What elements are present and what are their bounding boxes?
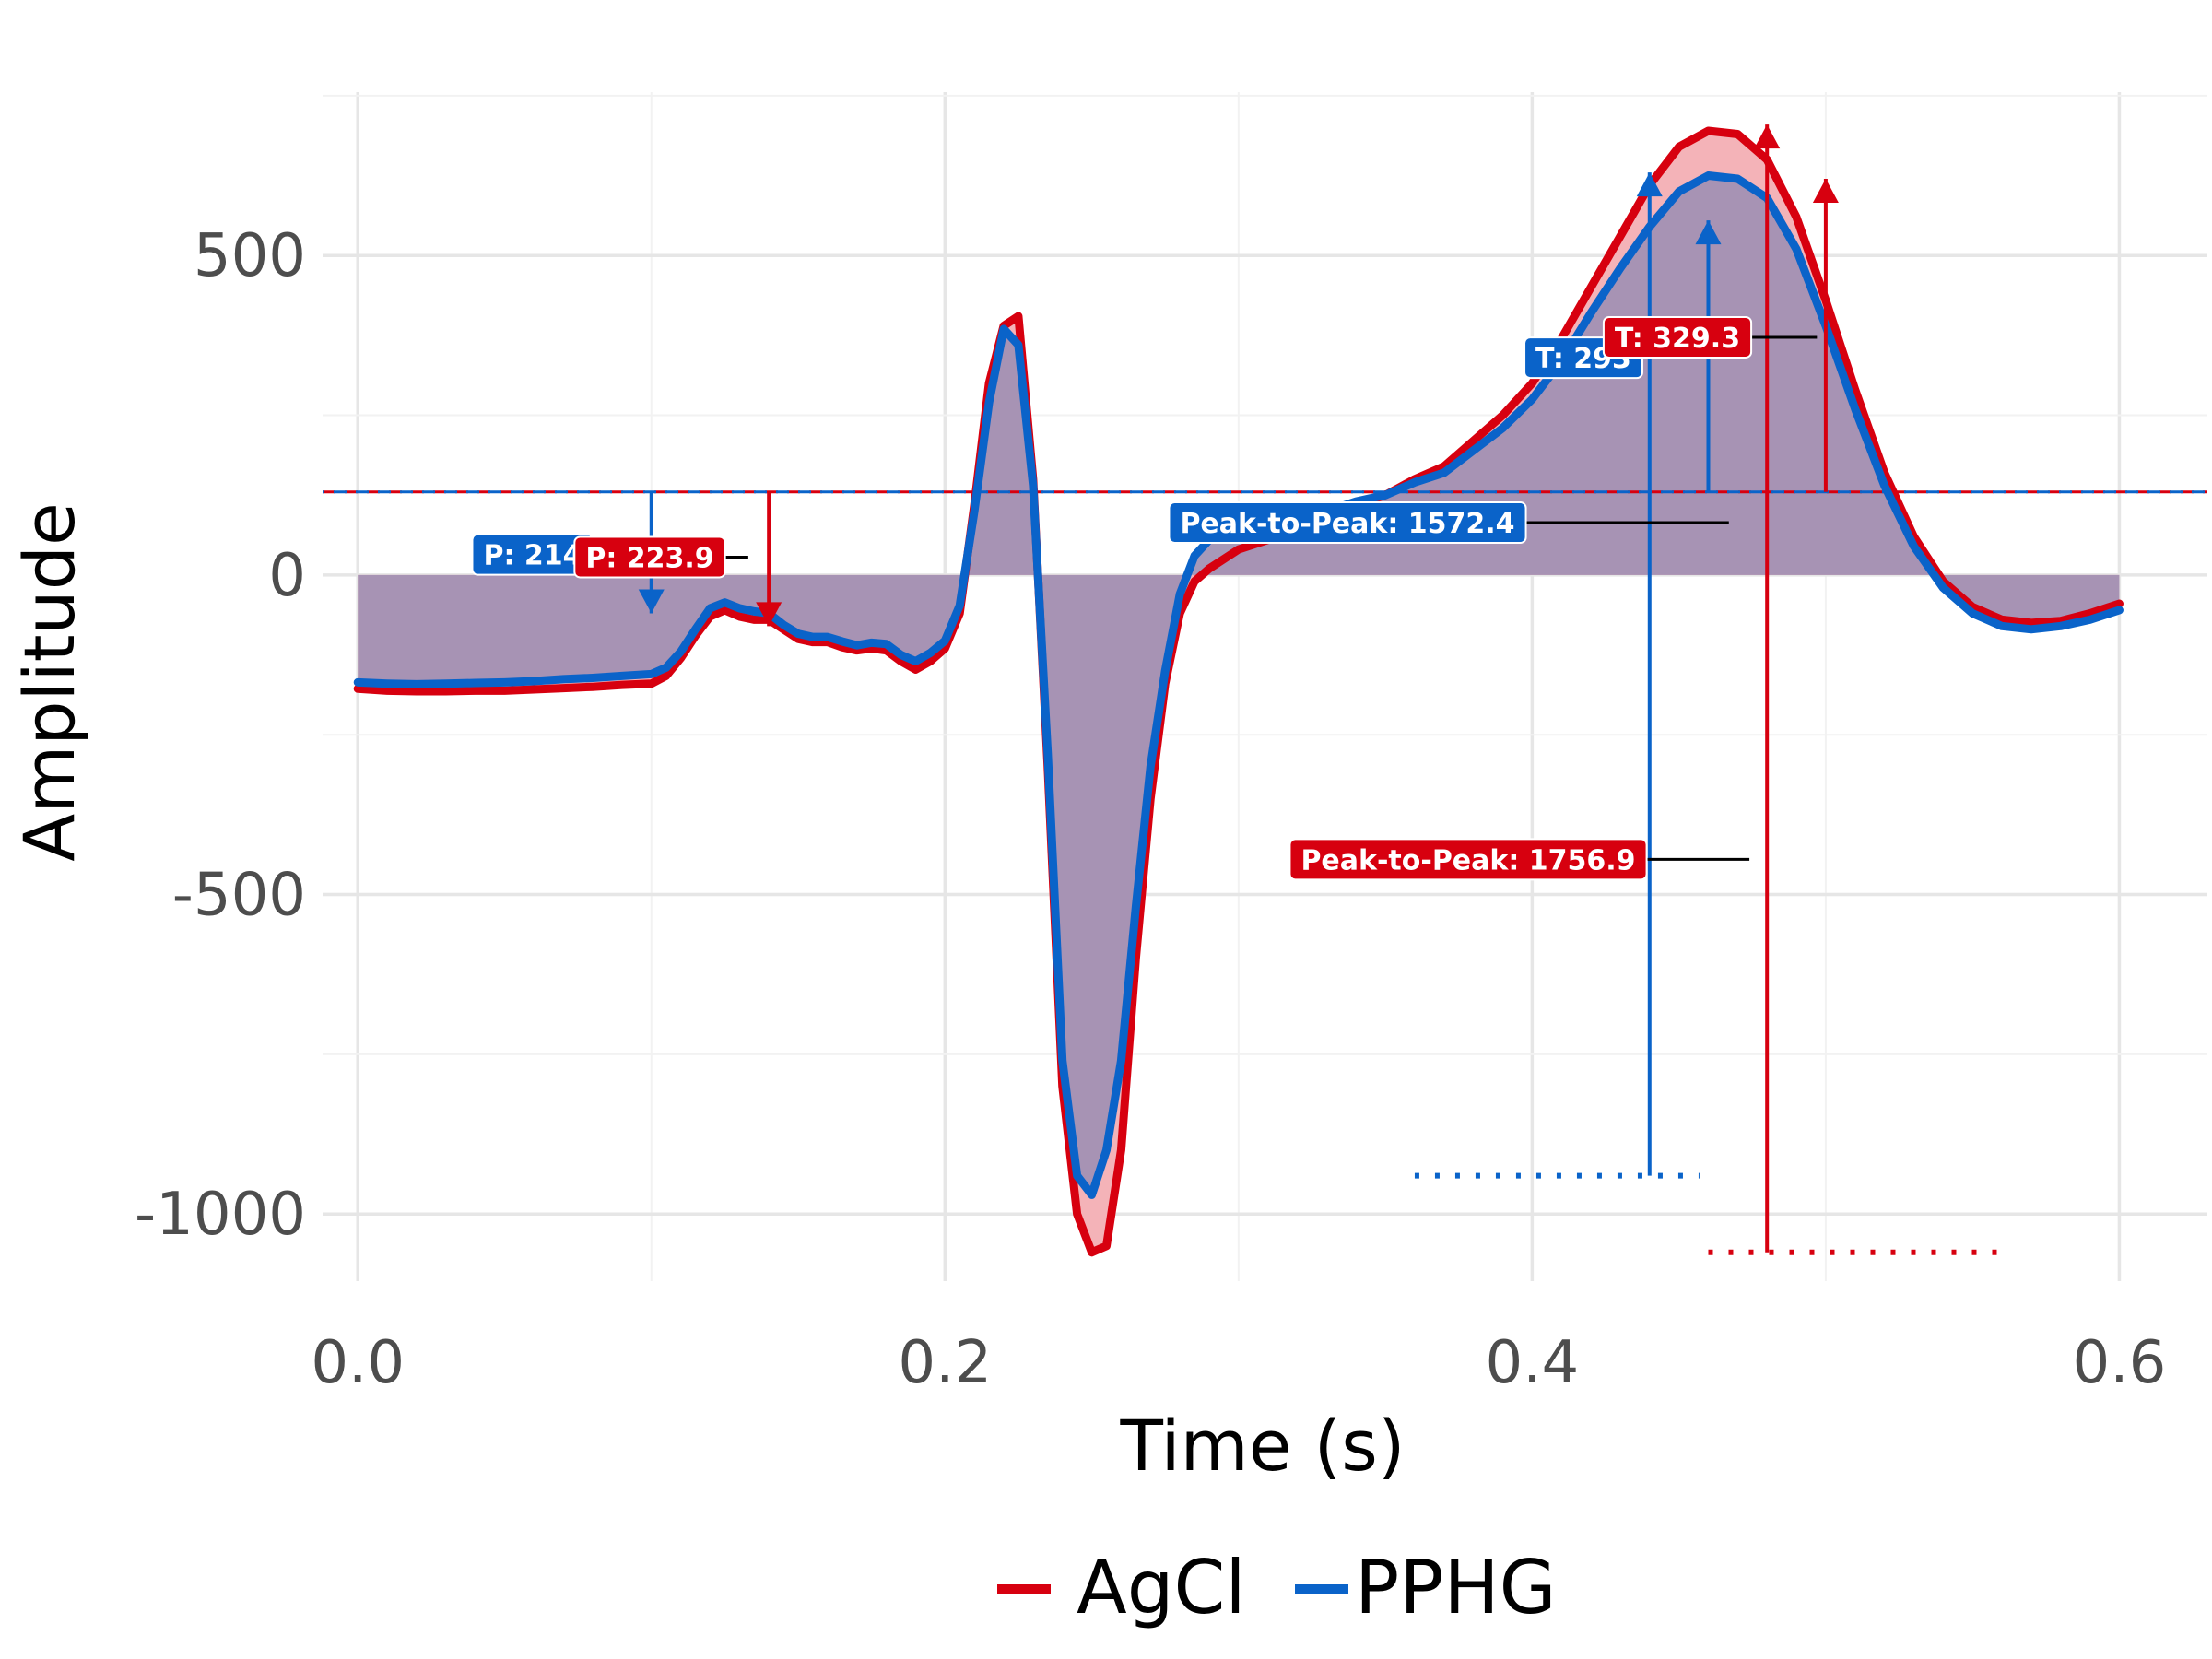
x-tick-label: 0.6	[2073, 1329, 2167, 1397]
annotation-p-agcl-box	[573, 535, 726, 579]
annotation-t-agcl-box	[1602, 315, 1753, 359]
p-arrow-pphg-head	[638, 589, 665, 614]
annotation-p2p-agcl: Peak-to-Peak: 1756.9	[1288, 838, 1648, 881]
annotation-p-pphg: P: 214	[471, 533, 594, 576]
legend-label-agcl: AgCl	[1077, 1545, 1246, 1630]
p2p-arrow-pphg-head	[1636, 172, 1663, 197]
markers	[638, 124, 2003, 1255]
series-lines	[353, 126, 2124, 1257]
t-arrow-agcl-head	[1812, 179, 1839, 203]
annotation-p2p-pphg-text: Peak-to-Peak: 1572.4	[1180, 508, 1514, 540]
area-pphg	[358, 175, 2120, 1195]
annotation-p2p-pphg: Peak-to-Peak: 1572.4	[1168, 501, 1527, 545]
annotation-t-agcl: T: 329.3	[1602, 315, 1753, 359]
t-arrow-pphg-head	[1695, 220, 1722, 245]
annotation-p2p-agcl-box	[1288, 838, 1648, 881]
x-tick-label: 0.4	[1485, 1329, 1579, 1397]
x-axis-title: Time (s)	[1119, 1405, 1405, 1487]
x-tick-label: 0.2	[898, 1329, 992, 1397]
annotation-p2p-agcl-text: Peak-to-Peak: 1756.9	[1300, 844, 1635, 877]
annotation-t-agcl-text: T: 329.3	[1615, 323, 1740, 355]
axis-ticks: 0.0 0.2 0.4 0.6 -1000 -500 0 500	[135, 222, 2166, 1397]
y-tick-label: -500	[172, 862, 306, 930]
annotation-p-agcl: P: 223.9	[573, 535, 726, 579]
area-fills	[358, 131, 2120, 1253]
legend-label-pphg: PPHG	[1355, 1545, 1557, 1630]
annotation-p2p-pphg-box	[1168, 501, 1527, 545]
p2p-arrow-agcl-head	[1754, 124, 1781, 149]
y-axis-title: Amplitude	[8, 502, 90, 861]
x-tick-label: 0.0	[311, 1329, 405, 1397]
p-arrow-agcl-head	[756, 602, 782, 627]
y-tick-label: -1000	[135, 1181, 306, 1249]
legend: AgCl PPHG	[997, 1545, 1557, 1630]
y-tick-label: 500	[194, 222, 306, 290]
annotation-p-pphg-text: P: 214	[483, 540, 582, 572]
series-line-pphg	[353, 171, 2124, 1199]
annotation-p-agcl-text: P: 223.9	[585, 542, 713, 574]
y-tick-label: 0	[268, 542, 306, 610]
